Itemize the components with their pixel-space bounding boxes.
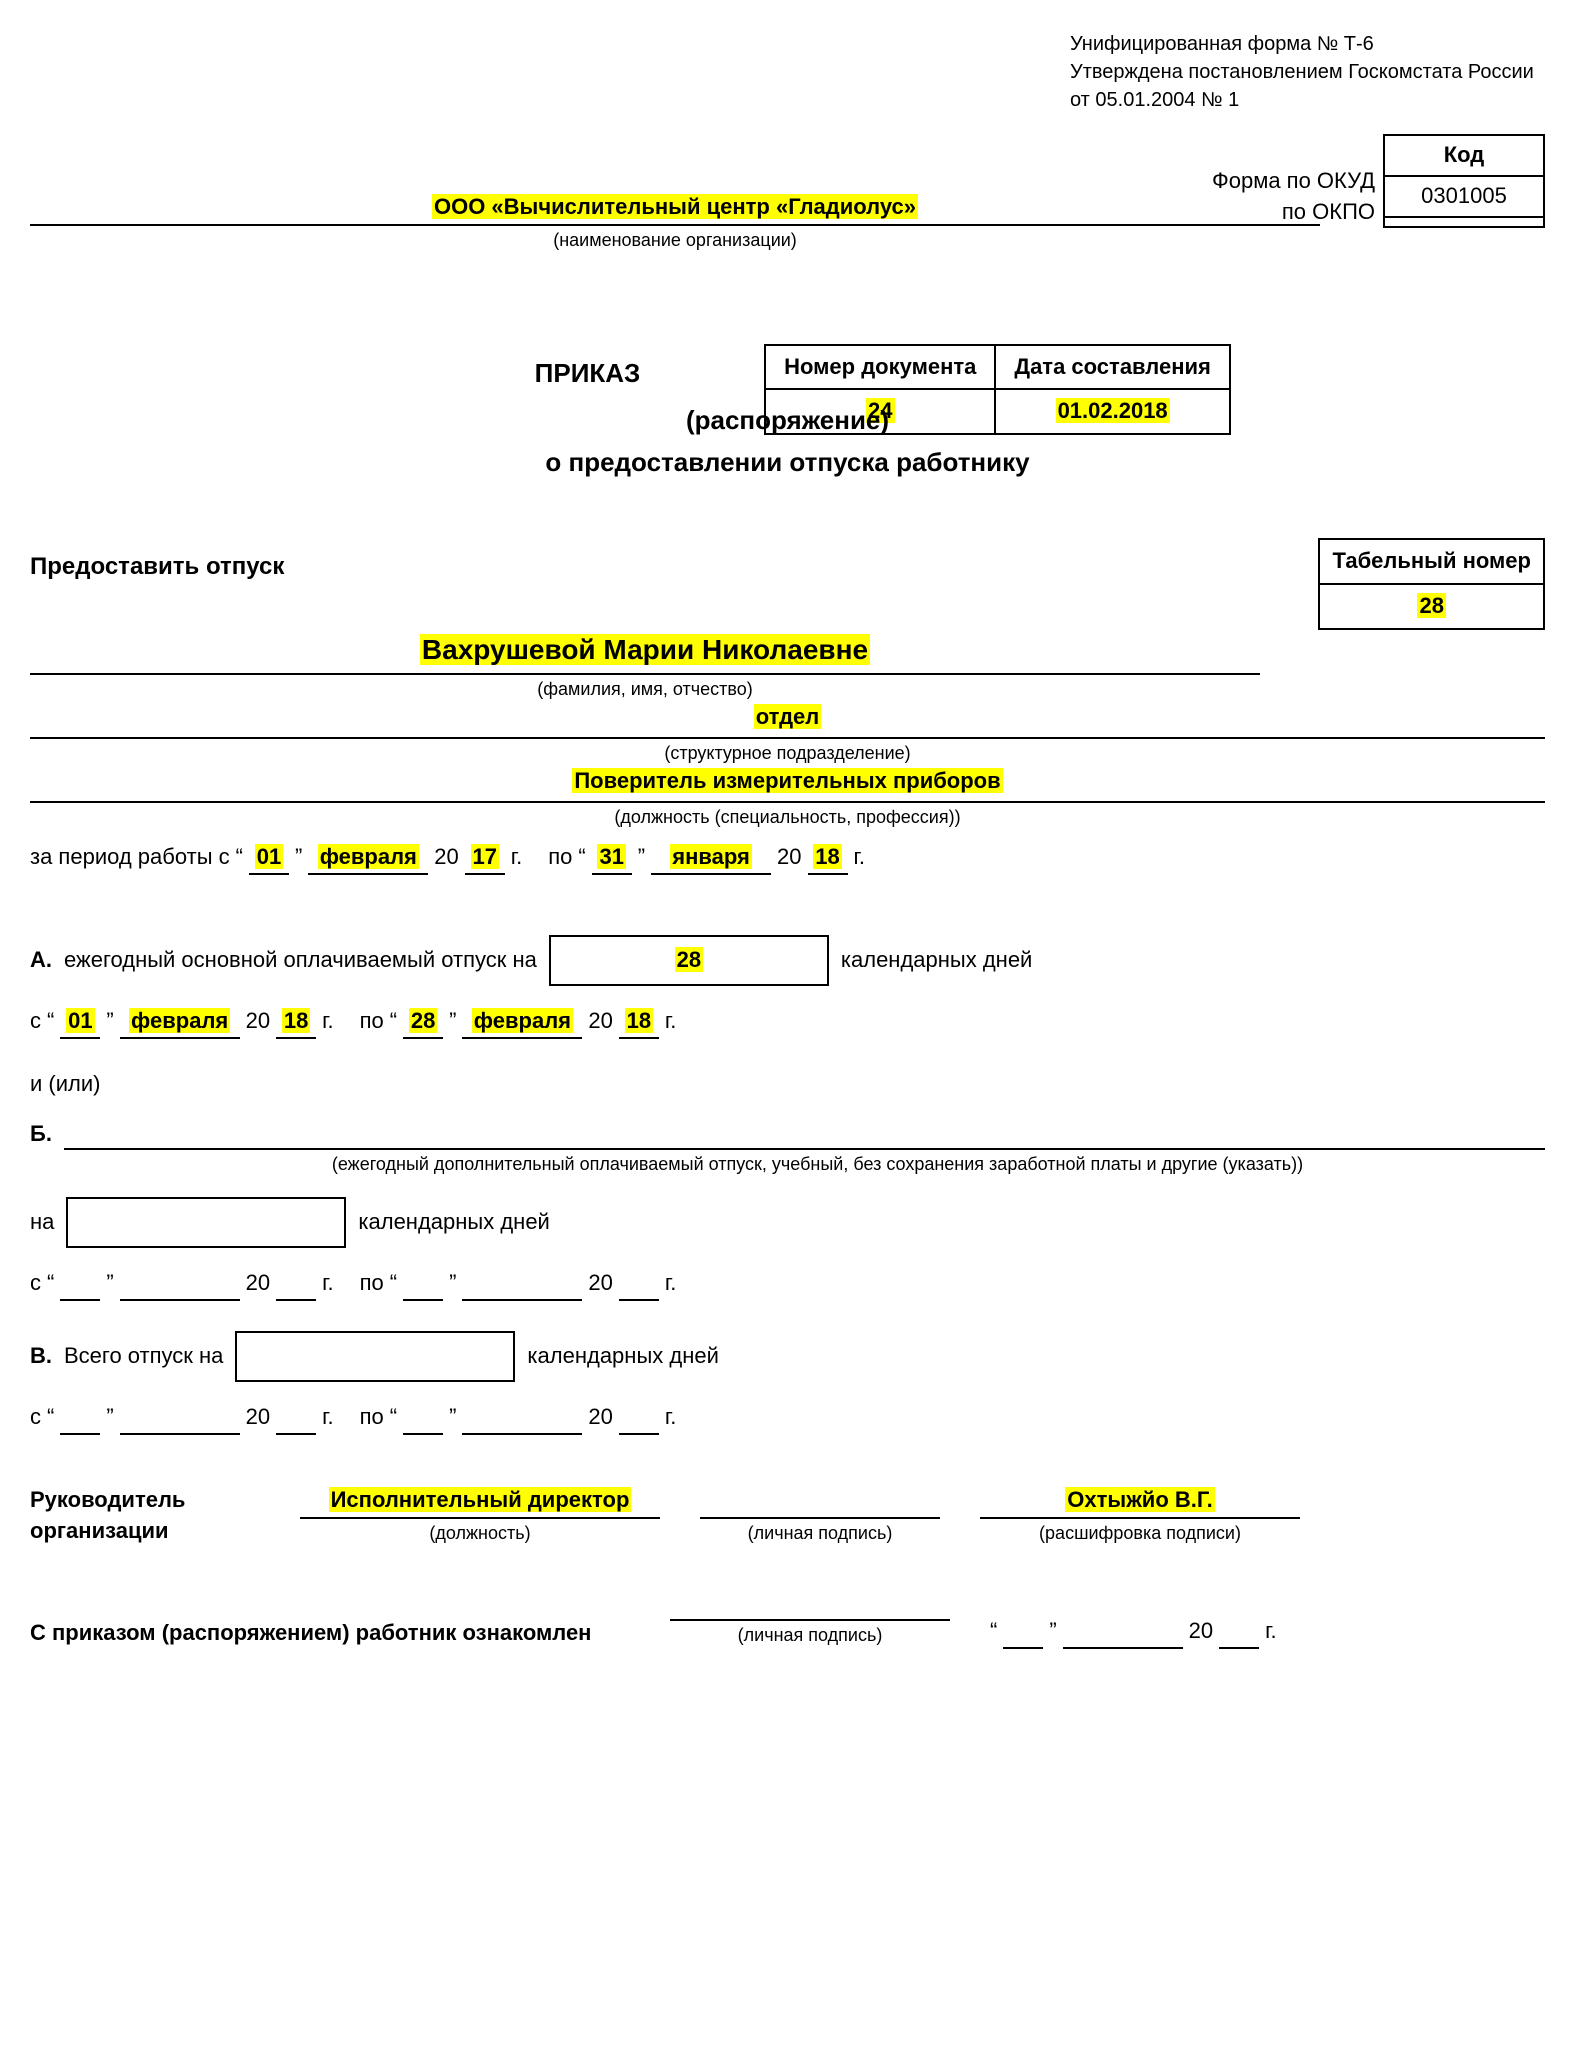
- section-a-label: А.: [30, 945, 52, 976]
- ack-signature: [670, 1587, 950, 1622]
- position-cap: (должность): [300, 1521, 660, 1546]
- v-days-box: [235, 1331, 515, 1382]
- section-v-label: В.: [30, 1341, 52, 1372]
- section-b-days-row: на календарных дней: [30, 1197, 1545, 1248]
- doc-col-number: Номер документа: [765, 345, 995, 390]
- doc-col-date: Дата составления: [995, 345, 1229, 390]
- fio-caption: (фамилия, имя, отчество): [30, 677, 1260, 702]
- to-day: 31: [597, 844, 625, 869]
- from-day: 01: [255, 844, 283, 869]
- head-signature-row: Руководитель организации Исполнительный …: [30, 1485, 1545, 1547]
- position: Поверитель измерительных приборов: [572, 768, 1002, 793]
- okud-value: 0301005: [1384, 176, 1544, 217]
- department: отдел: [754, 704, 822, 729]
- v-unit: календарных дней: [527, 1341, 718, 1372]
- section-b-line: [64, 1122, 1545, 1150]
- form-header: Унифицированная форма № Т-6 Утверждена п…: [1070, 30, 1545, 114]
- a-to-yy: 18: [625, 1008, 653, 1033]
- a-from-yy: 18: [282, 1008, 310, 1033]
- fio: Вахрушевой Марии Николаевне: [420, 634, 870, 665]
- signature-cap: (личная подпись): [700, 1521, 940, 1546]
- header-line2: Утверждена постановлением Госкомстата Ро…: [1070, 58, 1545, 86]
- section-v-row: В. Всего отпуск на календарных дней: [30, 1331, 1545, 1382]
- tab-header: Табельный номер: [1319, 539, 1544, 584]
- doc-date: 01.02.2018: [1056, 398, 1170, 423]
- a-to-day: 28: [409, 1008, 437, 1033]
- ack-label: С приказом (распоряжением) работник озна…: [30, 1618, 630, 1649]
- tab-number: 28: [1417, 593, 1445, 618]
- to-yy: 18: [813, 844, 841, 869]
- head-label: Руководитель организации: [30, 1485, 260, 1547]
- section-a-unit: календарных дней: [841, 945, 1032, 976]
- section-a-dates: с “ 01 ” февраля 20 18 г. по “ 28 ” февр…: [30, 1006, 1545, 1039]
- head-position: Исполнительный директор: [329, 1487, 632, 1512]
- tab-number-table: Табельный номер 28: [1318, 538, 1545, 630]
- section-b-row: Б.: [30, 1119, 1545, 1150]
- section-b-label: Б.: [30, 1119, 52, 1150]
- a-to-month: февраля: [472, 1008, 573, 1033]
- b-days-box: [66, 1197, 346, 1248]
- b-na: на: [30, 1207, 54, 1238]
- section-a-text: ежегодный основной оплачиваемый отпуск н…: [64, 945, 537, 976]
- section-b-caption: (ежегодный дополнительный оплачиваемый о…: [90, 1152, 1545, 1177]
- head-name: Охтыжйо В.Г.: [1065, 1487, 1214, 1512]
- okpo-value: [1384, 217, 1544, 227]
- a-from-day: 01: [66, 1008, 94, 1033]
- header-line3: от 05.01.2004 № 1: [1070, 86, 1545, 114]
- code-header: Код: [1384, 135, 1544, 176]
- from-month: февраля: [318, 844, 419, 869]
- a-from-month: февраля: [129, 1008, 230, 1033]
- work-period-row: за период работы с “ 01 ” февраля 20 17 …: [30, 842, 1545, 875]
- ack-sign-cap: (личная подпись): [670, 1623, 950, 1648]
- section-v-text: Всего отпуск на: [64, 1341, 223, 1372]
- position-caption: (должность (специальность, профессия)): [30, 805, 1545, 830]
- doc-subtitle2: о предоставлении отпуска работнику: [30, 444, 1545, 480]
- header-line1: Унифицированная форма № Т-6: [1070, 30, 1545, 58]
- org-caption: (наименование организации): [30, 228, 1320, 253]
- grant-label: Предоставить отпуск: [30, 553, 284, 580]
- b-unit: календарных дней: [358, 1207, 549, 1238]
- from-yy: 17: [471, 844, 499, 869]
- section-a-row: А. ежегодный основной оплачиваемый отпус…: [30, 935, 1545, 986]
- ack-row: С приказом (распоряжением) работник озна…: [30, 1587, 1545, 1649]
- section-a-days: 28: [675, 947, 703, 972]
- section-b-dates: с “ ” 20 г. по “ ” 20 г.: [30, 1268, 1545, 1301]
- section-v-dates: с “ ” 20 г. по “ ” 20 г.: [30, 1402, 1545, 1435]
- name-cap: (расшифровка подписи): [980, 1521, 1300, 1546]
- code-table: Код 0301005: [1383, 134, 1545, 228]
- period-label: за период работы с: [30, 842, 230, 873]
- to-month: января: [670, 844, 752, 869]
- org-name: ООО «Вычислительный центр «Гладиолус»: [432, 194, 918, 219]
- and-or: и (или): [30, 1069, 1545, 1100]
- head-signature: [700, 1485, 940, 1520]
- department-caption: (структурное подразделение): [30, 741, 1545, 766]
